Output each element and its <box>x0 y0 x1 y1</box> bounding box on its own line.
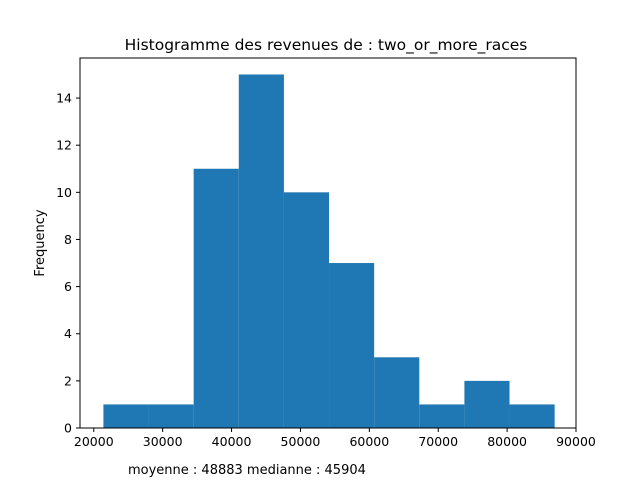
y-axis: 0 2 4 6 8 10 12 14 <box>56 91 80 436</box>
x-tick-label: 30000 <box>143 434 183 449</box>
y-tick-label: 12 <box>56 138 72 153</box>
y-tick-label: 14 <box>56 91 72 106</box>
histogram-bar <box>419 404 465 428</box>
x-tick-label: 20000 <box>74 434 114 449</box>
histogram-bar <box>329 263 375 428</box>
x-tick-label: 50000 <box>281 434 321 449</box>
histogram-bar <box>509 404 555 428</box>
y-tick-label: 0 <box>64 421 72 436</box>
y-axis-label: Frequency <box>33 209 48 276</box>
histogram-bar <box>374 357 420 428</box>
y-tick-label: 4 <box>64 326 72 341</box>
x-tick-label: 60000 <box>349 434 389 449</box>
histogram-bar <box>464 380 510 428</box>
plot-frame <box>79 57 577 429</box>
y-tick-label: 8 <box>64 232 72 247</box>
x-tick-label: 90000 <box>556 434 596 449</box>
stats-annotation: moyenne : 48883 medianne : 45904 <box>128 463 366 478</box>
histogram-bar <box>148 404 194 428</box>
bars-group <box>103 74 555 428</box>
chart-title: Histogramme des revenues de : two_or_mor… <box>125 36 528 55</box>
y-tick-label: 2 <box>64 373 72 388</box>
x-tick-label: 70000 <box>418 434 458 449</box>
y-tick-label: 10 <box>56 185 72 200</box>
histogram-bar <box>103 404 149 428</box>
histogram-bar <box>283 192 330 428</box>
histogram-bar <box>193 168 239 428</box>
y-tick-label: 6 <box>64 279 72 294</box>
x-tick-label: 80000 <box>487 434 527 449</box>
x-axis: 20000 30000 40000 50000 60000 70000 80000 90000 <box>74 428 596 449</box>
x-tick-label: 40000 <box>212 434 252 449</box>
histogram-bar <box>238 74 284 428</box>
